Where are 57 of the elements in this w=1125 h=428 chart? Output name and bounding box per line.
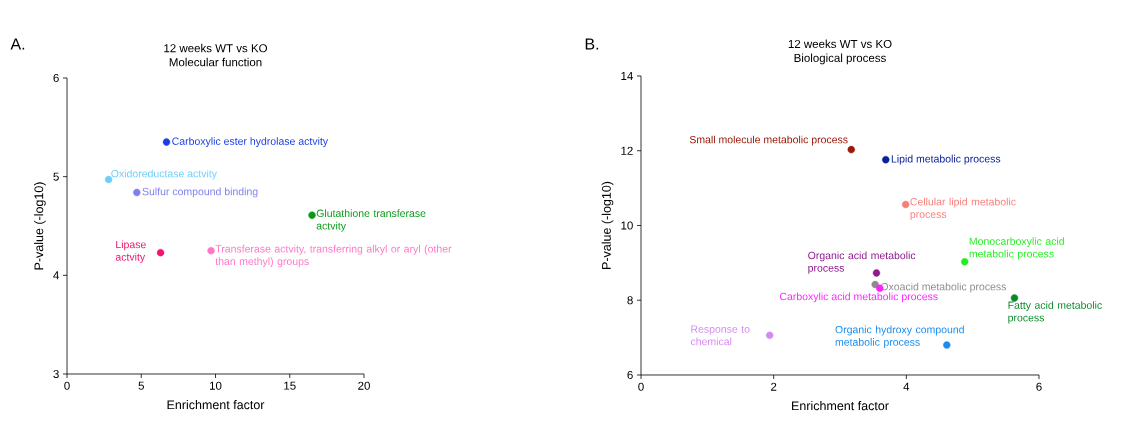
series-label: Monocarboxylic acid metabolic process	[969, 237, 1064, 260]
point	[872, 269, 881, 277]
x-tick-label: 0	[638, 382, 644, 391]
series-label: Carboxylic ester hydrolase actvity	[172, 137, 329, 148]
series-label: Response to chemical	[690, 325, 750, 346]
x-tick-label: 15	[284, 381, 296, 390]
point	[308, 211, 316, 219]
y-tick-label: 3	[53, 369, 59, 379]
x-tick-label: 10	[209, 381, 222, 390]
series-label: Small molecule metabolic process	[689, 135, 848, 146]
point	[104, 175, 113, 184]
x-axis-title: Enrichment factor	[792, 401, 889, 411]
point	[882, 156, 890, 164]
x-tick-label: 0	[64, 381, 70, 390]
chart-subtitle: Biological process	[794, 53, 886, 65]
series-label: Organic acid metabolic process	[808, 251, 916, 274]
point	[901, 200, 910, 209]
x-axis-title: Enrichment factor	[167, 400, 265, 410]
y-tick-label: 14	[621, 72, 633, 80]
x-tick-label: 2	[771, 382, 777, 391]
chart-title: 12 weeks WT vs KO	[164, 43, 268, 53]
series-label: Carboxylic acid metabolic process	[779, 292, 938, 303]
point	[133, 188, 141, 197]
x-tick-label: 6	[1036, 382, 1042, 391]
point	[765, 331, 774, 340]
chart-subtitle: Molecular function	[169, 57, 262, 67]
series-label: Lipase actvity	[115, 240, 146, 263]
point	[847, 145, 855, 154]
chart-title: 12 weeks WT vs KO	[788, 39, 892, 49]
text: B.	[585, 38, 599, 50]
y-tick-label: 4	[53, 271, 59, 280]
y-tick-label: 12	[621, 146, 633, 155]
series-label: Oxoacid metabolic process	[880, 282, 1006, 293]
x-tick-label: 4	[903, 382, 910, 391]
y-tick-label: 8	[627, 296, 633, 305]
series-label: Transferase actvity, transferring alkyl or aryl (other than methyl) groups	[215, 244, 452, 268]
point	[943, 341, 951, 349]
y-tick-label: 6	[53, 73, 59, 83]
y-axis-title: P-value (-log10)	[34, 182, 46, 270]
y-tick-label: 5	[53, 172, 59, 181]
text: A.	[10, 38, 25, 50]
series-label: Oxidoreductase actvity	[111, 169, 217, 180]
series-label: Fatty acid metabolic process	[1008, 301, 1102, 324]
point	[207, 246, 215, 255]
x-tick-label: 20	[358, 381, 370, 390]
series-label: Glutathione transferase actvity	[316, 209, 426, 232]
series-label: Organic hydroxy compound metabolic process	[835, 325, 964, 348]
point	[162, 138, 171, 146]
y-tick-label: 10	[621, 221, 633, 230]
series-label: Lipid metabolic process	[891, 154, 1001, 165]
point	[961, 258, 969, 266]
point	[156, 248, 165, 257]
x-tick-label: 5	[138, 381, 144, 390]
series-label: Sulfur compound binding	[142, 187, 258, 198]
series-label: Cellular lipid metabolic process	[910, 197, 1016, 221]
y-tick-label: 6	[627, 370, 633, 380]
y-axis-title: P-value (-log10)	[601, 181, 614, 269]
